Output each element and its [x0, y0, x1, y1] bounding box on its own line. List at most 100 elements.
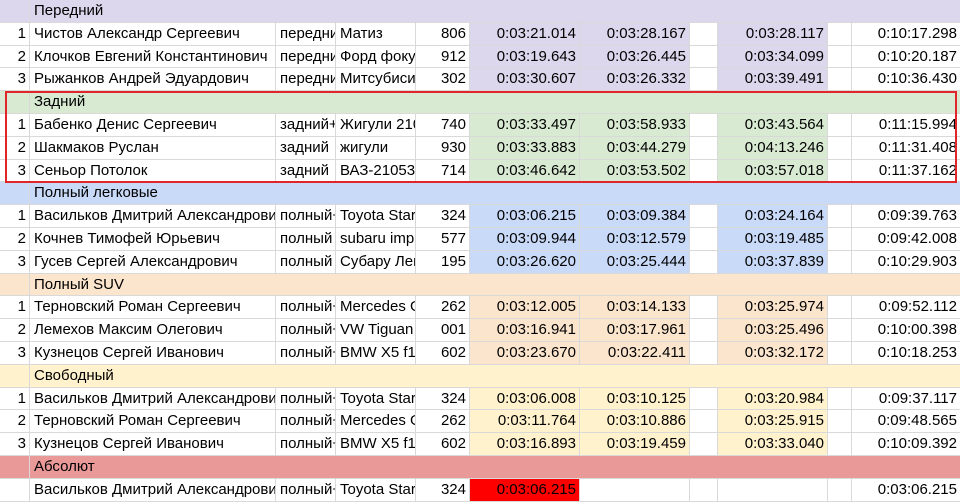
empty-cell[interactable] — [718, 365, 828, 387]
car-model-cell[interactable]: subaru impreza — [336, 227, 416, 250]
lap3-time-cell[interactable]: 0:03:43.564 — [718, 113, 828, 136]
empty-cell[interactable] — [852, 274, 960, 296]
spacer-cell[interactable] — [828, 296, 852, 319]
empty-cell[interactable] — [580, 0, 690, 22]
empty-cell[interactable] — [416, 456, 470, 478]
empty-cell[interactable] — [828, 182, 852, 204]
empty-cell[interactable] — [470, 182, 580, 204]
empty-cell[interactable] — [828, 456, 852, 478]
car-number-cell[interactable]: 001 — [416, 319, 470, 341]
lap2-time-cell[interactable]: 0:03:58.933 — [580, 113, 690, 136]
car-number-cell[interactable]: 806 — [416, 22, 470, 45]
spacer-cell[interactable] — [828, 387, 852, 410]
car-number-cell[interactable]: 262 — [416, 410, 470, 433]
empty-cell[interactable] — [276, 0, 336, 22]
spacer-cell[interactable] — [828, 319, 852, 341]
place-cell[interactable]: 1 — [0, 22, 30, 45]
lap2-time-cell[interactable]: 0:03:10.886 — [580, 410, 690, 433]
total-time-cell[interactable]: 0:09:37.117 — [878, 389, 957, 407]
total-time-cell[interactable]: 0:11:31.408 — [878, 138, 957, 156]
lap3-time-cell[interactable]: 0:03:19.485 — [718, 227, 828, 250]
place-cell[interactable]: 1 — [0, 387, 30, 410]
lap1-time-cell[interactable]: 0:03:16.941 — [470, 319, 580, 341]
empty-cell[interactable] — [852, 182, 960, 204]
car-model-cell[interactable]: BMW X5 f15 — [336, 433, 416, 455]
section-title[interactable]: Свободный — [34, 366, 114, 384]
driver-name-cell[interactable]: Лемехов Максим Олегович — [30, 319, 276, 341]
spacer-cell[interactable] — [690, 113, 718, 136]
empty-cell[interactable] — [580, 91, 690, 113]
total-time-cell[interactable]: 0:10:09.392 — [877, 435, 957, 453]
empty-cell[interactable] — [416, 91, 470, 113]
spacer-cell[interactable] — [690, 478, 718, 501]
car-model-cell[interactable]: Митсубиси — [336, 68, 416, 91]
spacer-cell[interactable] — [690, 68, 718, 91]
car-model-cell[interactable]: Жигули 210 — [336, 113, 416, 136]
lap1-time-cell[interactable]: 0:03:33.497 — [470, 113, 580, 136]
drive-type-cell[interactable]: полный+ — [276, 205, 336, 227]
car-model-cell[interactable]: Субару Легаси — [336, 250, 416, 273]
place-cell[interactable]: 3 — [0, 433, 30, 455]
lap3-time-cell[interactable]: 0:03:25.496 — [718, 319, 828, 341]
drive-type-cell[interactable]: передни — [276, 45, 336, 68]
drive-type-cell[interactable]: полный+ — [276, 387, 336, 410]
lap3-time-cell[interactable]: 0:03:25.974 — [718, 296, 828, 319]
lap3-time-cell[interactable]: 0:03:32.172 — [718, 341, 828, 364]
empty-cell[interactable] — [690, 182, 718, 204]
drive-type-cell[interactable]: передни — [276, 22, 336, 45]
spacer-cell[interactable] — [828, 205, 852, 227]
total-time-cell[interactable]: 0:09:48.565 — [877, 412, 957, 430]
empty-cell[interactable] — [416, 182, 470, 204]
empty-cell[interactable] — [718, 456, 828, 478]
spacer-cell[interactable] — [828, 433, 852, 455]
driver-name-cell[interactable]: Кочнев Тимофей Юрьевич — [30, 227, 276, 250]
lap1-time-cell[interactable]: 0:03:09.944 — [470, 227, 580, 250]
lap1-time-cell[interactable]: 0:03:33.883 — [470, 136, 580, 159]
place-cell[interactable]: 3 — [0, 159, 30, 182]
car-model-cell[interactable]: Toyota Starlet — [336, 205, 416, 227]
place-cell[interactable]: 3 — [0, 341, 30, 364]
empty-cell[interactable] — [580, 365, 690, 387]
spacer-cell[interactable] — [690, 250, 718, 273]
drive-type-cell[interactable]: задний — [276, 136, 336, 159]
lap1-time-cell[interactable]: 0:03:06.215 — [470, 205, 580, 227]
spacer-cell[interactable] — [828, 68, 852, 91]
empty-cell[interactable] — [852, 0, 960, 22]
total-time-cell[interactable]: 0:10:18.253 — [877, 343, 957, 361]
empty-cell[interactable] — [470, 274, 580, 296]
section-title[interactable]: Задний — [34, 93, 86, 111]
empty-cell[interactable] — [852, 91, 960, 113]
total-time-cell[interactable]: 0:09:42.008 — [877, 229, 957, 247]
empty-cell[interactable] — [580, 456, 690, 478]
section-title[interactable]: Полный легковые — [34, 184, 158, 202]
total-time-cell[interactable]: 0:10:36.430 — [877, 70, 957, 88]
empty-cell[interactable] — [336, 456, 416, 478]
total-time-cell[interactable]: 0:11:37.162 — [878, 161, 957, 179]
empty-cell[interactable] — [276, 182, 336, 204]
spacer-cell[interactable] — [690, 159, 718, 182]
car-model-cell[interactable]: Toyota Starlet — [336, 387, 416, 410]
empty-cell[interactable] — [276, 274, 336, 296]
lap1-time-cell[interactable]: 0:03:26.620 — [470, 250, 580, 273]
drive-type-cell[interactable]: полный+ — [276, 341, 336, 364]
car-number-cell[interactable]: 324 — [416, 387, 470, 410]
car-model-cell[interactable]: Матиз — [336, 22, 416, 45]
drive-type-cell[interactable]: передни — [276, 68, 336, 91]
empty-cell[interactable] — [852, 365, 960, 387]
empty-cell[interactable] — [276, 91, 336, 113]
spacer-cell[interactable] — [828, 478, 852, 501]
empty-cell[interactable] — [690, 91, 718, 113]
total-time-cell[interactable]: 0:11:15.994 — [878, 115, 957, 133]
empty-cell[interactable] — [416, 274, 470, 296]
spacer-cell[interactable] — [690, 45, 718, 68]
car-number-cell[interactable]: 262 — [416, 296, 470, 319]
spacer-cell[interactable] — [690, 227, 718, 250]
empty-cell[interactable] — [718, 0, 828, 22]
total-time-cell[interactable]: 0:03:06.215 — [877, 480, 957, 498]
driver-name-cell[interactable]: Сеньор Потолок — [30, 159, 276, 182]
empty-cell[interactable] — [0, 182, 30, 205]
car-number-cell[interactable]: 740 — [416, 113, 470, 136]
spacer-cell[interactable] — [828, 159, 852, 182]
drive-type-cell[interactable]: полный+ — [276, 478, 336, 501]
empty-cell[interactable] — [690, 0, 718, 22]
